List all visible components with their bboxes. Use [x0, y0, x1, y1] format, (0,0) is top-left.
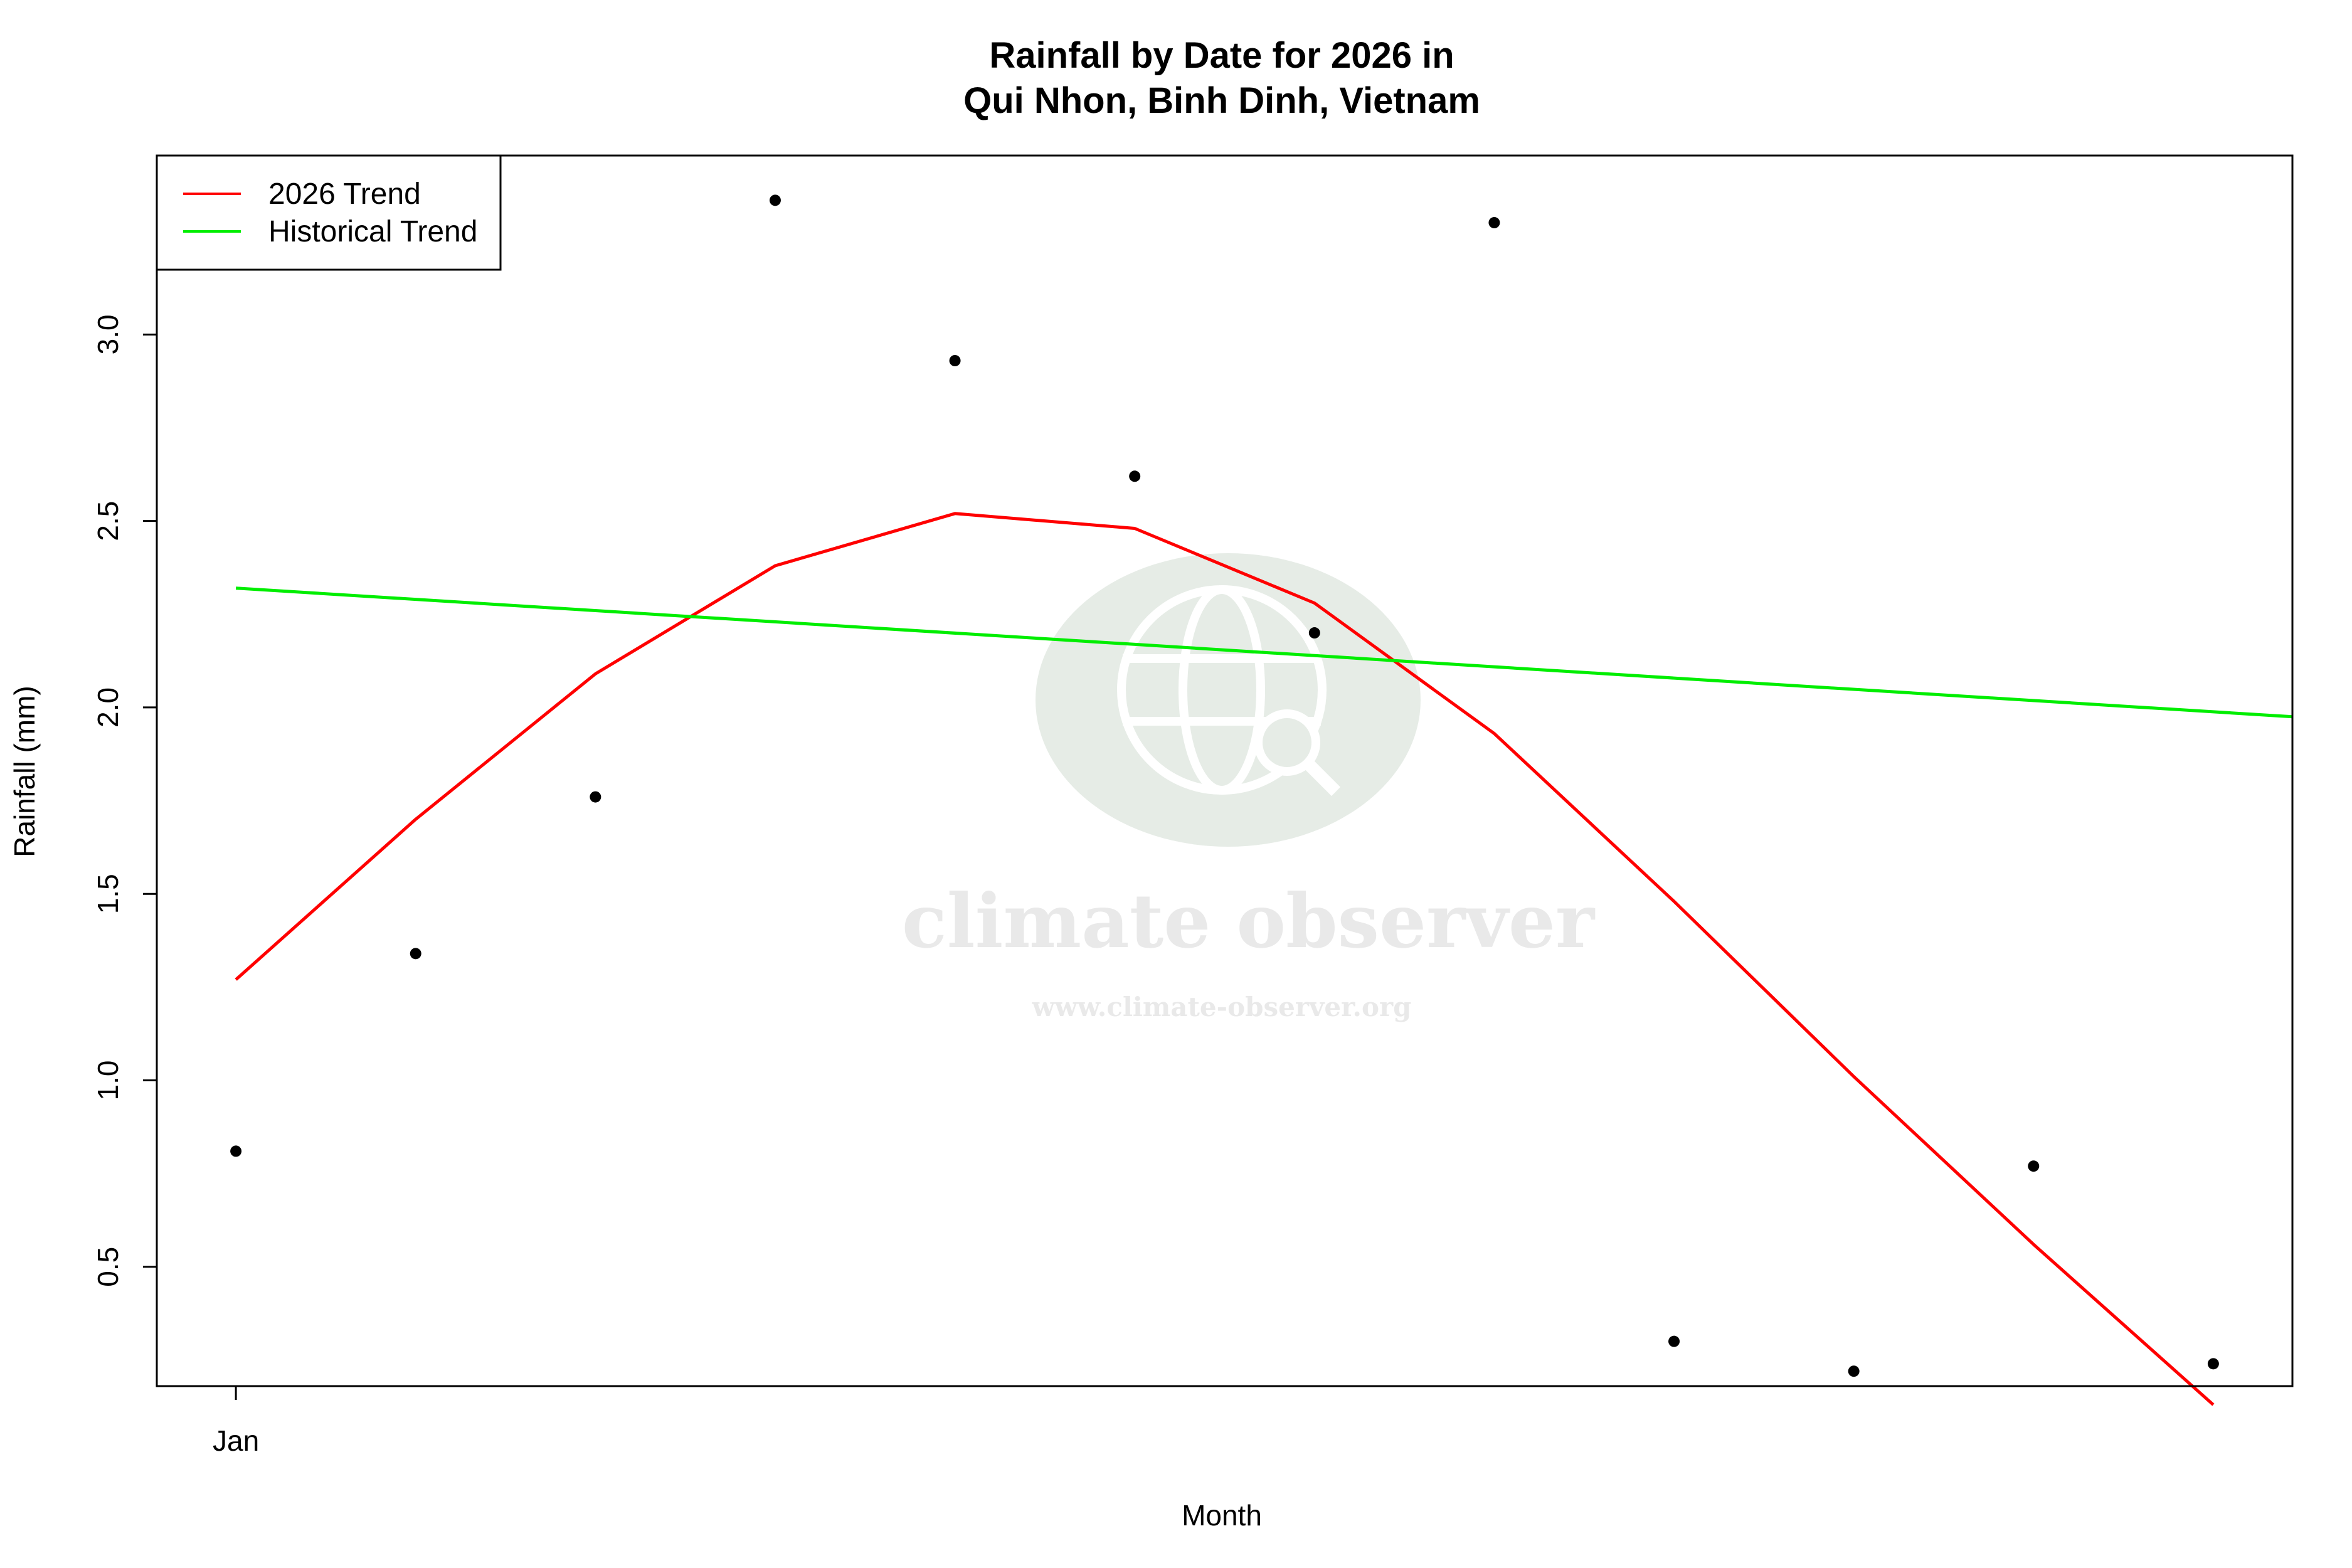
x-tick-label: Jan: [213, 1424, 259, 1457]
globe-search-icon: [1117, 585, 1341, 797]
data-point: [949, 355, 961, 366]
x-axis-label: Month: [1182, 1499, 1262, 1532]
data-point: [230, 1145, 242, 1157]
y-tick-label: 1.5: [92, 874, 124, 914]
watermark: climate observer www.climate-observer.or…: [902, 553, 1596, 1022]
y-tick-label: 2.0: [92, 687, 124, 728]
legend: 2026 Trend Historical Trend: [156, 154, 502, 271]
legend-label-historical-trend: Historical Trend: [268, 215, 477, 248]
watermark-badge: [1036, 553, 1421, 847]
legend-box: [156, 154, 502, 271]
chart-title-line-2: Qui Nhon, Binh Dinh, Vietnam: [963, 80, 1480, 121]
data-point: [2028, 1160, 2040, 1172]
series-layer: [235, 512, 2293, 1406]
series-line-2026-trend: [235, 512, 2215, 1406]
points-layer: [230, 194, 2219, 1377]
y-axis-label: Rainfall (mm): [8, 686, 41, 857]
legend-label-2026-trend: 2026 Trend: [268, 177, 421, 211]
plot-frame: [156, 154, 2294, 1387]
watermark-url: www.climate-observer.org: [1032, 992, 1412, 1022]
data-point: [2207, 1358, 2219, 1370]
data-point: [1308, 627, 1320, 639]
watermark-name: climate observer: [902, 877, 1596, 965]
y-tick-label: 1.0: [92, 1060, 124, 1100]
y-tick-label: 2.5: [92, 501, 124, 541]
data-point: [590, 791, 601, 803]
x-axis: Jan: [213, 1386, 259, 1457]
data-point: [1668, 1335, 1680, 1347]
data-point: [1488, 217, 1500, 229]
y-tick-label: 3.0: [92, 314, 124, 354]
chart-title-line-1: Rainfall by Date for 2026 in: [989, 35, 1454, 76]
series-line-historical-trend: [235, 586, 2293, 719]
y-tick-label: 0.5: [92, 1247, 124, 1287]
data-point: [1848, 1365, 1860, 1377]
data-point: [410, 948, 421, 960]
data-point: [769, 194, 781, 206]
data-point: [1129, 470, 1141, 482]
